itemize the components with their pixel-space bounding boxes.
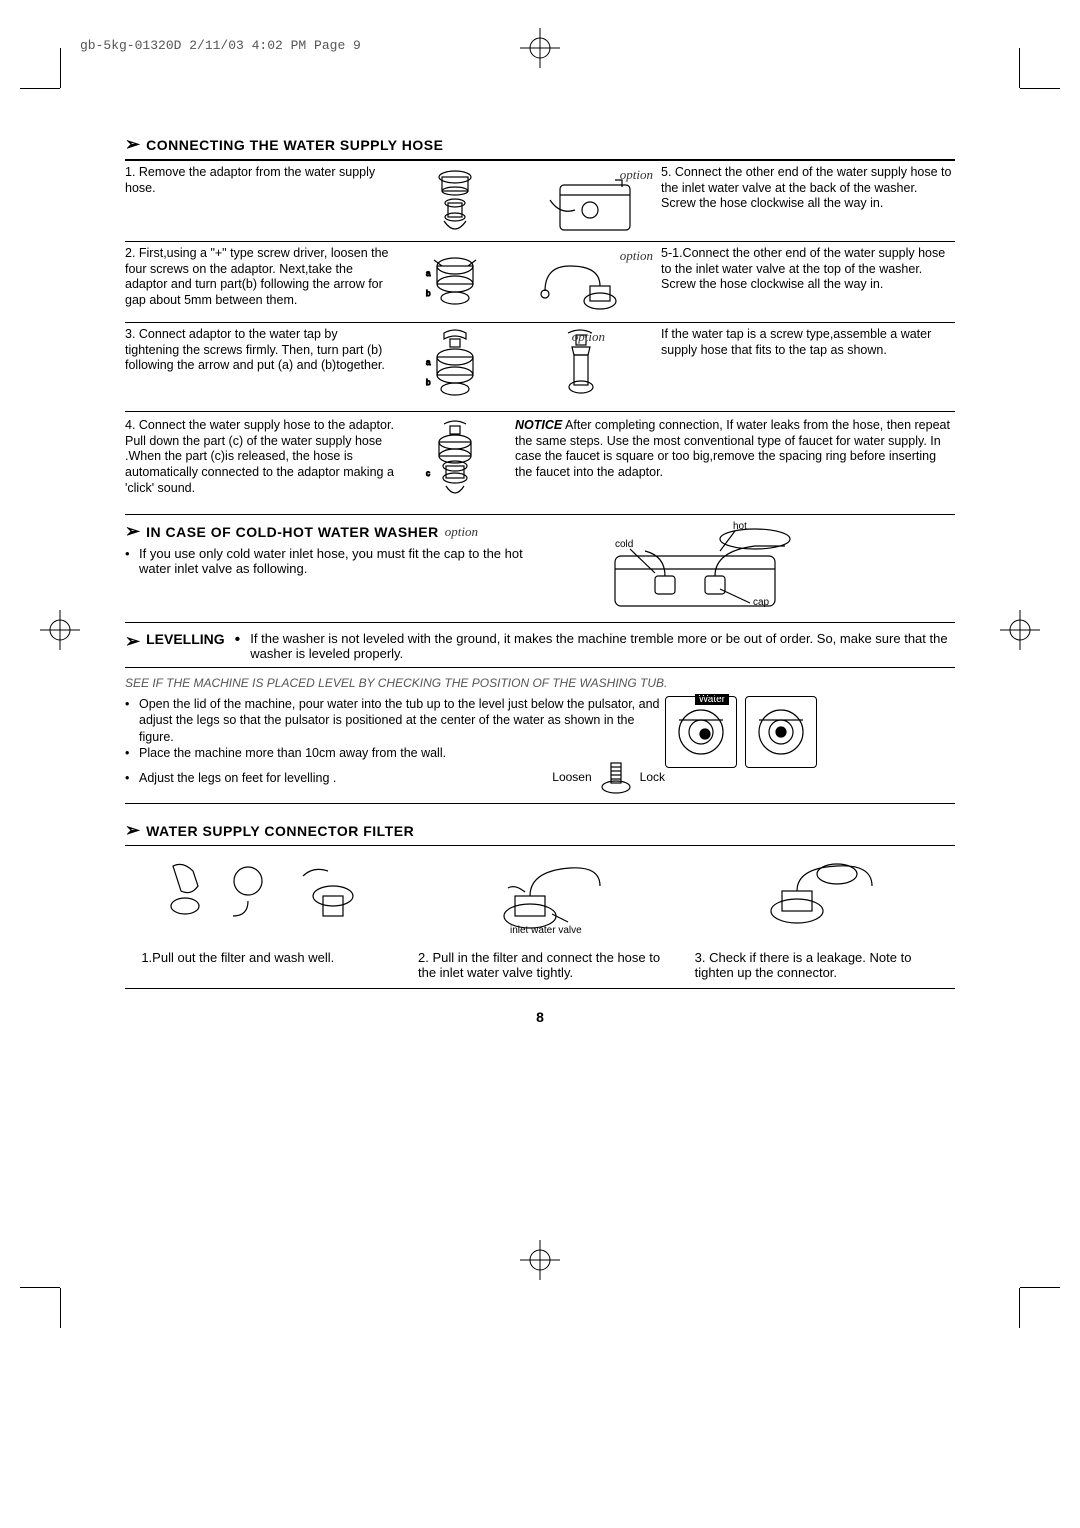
svg-text:b: b bbox=[426, 378, 431, 387]
option-label-4: option bbox=[445, 524, 478, 540]
svg-text:c: c bbox=[426, 469, 430, 478]
registration-mark-bottom bbox=[520, 1240, 560, 1280]
levelling-bullet-2: Place the machine more than 10cm away fr… bbox=[125, 745, 665, 761]
leg-screw-icon bbox=[598, 761, 634, 795]
step-4-text: 4. Connect the water supply hose to the … bbox=[125, 418, 395, 508]
cap-label: cap bbox=[753, 597, 769, 608]
step-tap-figure: option bbox=[515, 327, 655, 407]
step-5-1-figure: option bbox=[515, 246, 655, 318]
registration-mark-right bbox=[1000, 610, 1040, 650]
notice-label: NOTICE bbox=[515, 418, 562, 432]
adaptor-screw-icon: ab bbox=[424, 246, 486, 318]
registration-mark-left bbox=[40, 610, 80, 650]
coldhot-figure: cold hot cap bbox=[555, 521, 955, 616]
svg-text:a: a bbox=[426, 358, 431, 367]
adaptor-icon bbox=[424, 165, 486, 237]
page-number: 8 bbox=[125, 1009, 955, 1025]
levelling-figures: Water bbox=[665, 696, 955, 795]
section-coldhot: ➢ IN CASE OF COLD-HOT WATER WASHER optio… bbox=[125, 515, 955, 623]
filter-figure-1 bbox=[133, 856, 393, 936]
levelling-title: LEVELLING bbox=[146, 631, 225, 647]
hose-row-1: 1. Remove the adaptor from the water sup… bbox=[125, 161, 955, 242]
washer-correct-icon bbox=[745, 696, 817, 768]
hose-row-4: 4. Connect the water supply hose to the … bbox=[125, 412, 955, 515]
option-label-1: option bbox=[620, 167, 653, 183]
filter-caption-2: 2. Pull in the filter and connect the ho… bbox=[410, 950, 670, 980]
filter-figure-2: inlet water valve bbox=[410, 856, 670, 936]
hot-label: hot bbox=[733, 521, 747, 532]
hose-row-2: 2. First,using a "+" type screw driver, … bbox=[125, 242, 955, 323]
step-tap-text: If the water tap is a screw type,assembl… bbox=[655, 327, 955, 407]
loosen-label: Loosen bbox=[552, 770, 597, 786]
lock-label: Lock bbox=[634, 770, 665, 786]
coldhot-text: If you use only cold water inlet hose, y… bbox=[125, 542, 555, 580]
step-5-text: 5. Connect the other end of the water su… bbox=[655, 165, 955, 237]
chevron-icon: ➢ bbox=[125, 820, 140, 841]
cold-label: cold bbox=[615, 539, 633, 550]
levelling-bullet-3: Adjust the legs on feet for levelling . bbox=[125, 770, 552, 786]
hose-click-icon: c bbox=[424, 418, 486, 508]
step-5-1-text: 5-1.Connect the other end of the water s… bbox=[655, 246, 955, 318]
chevron-icon: ➢ bbox=[125, 631, 140, 652]
step-1-text: 1. Remove the adaptor from the water sup… bbox=[125, 165, 395, 237]
svg-text:a: a bbox=[426, 269, 431, 278]
step-2-text: 2. First,using a "+" type screw driver, … bbox=[125, 246, 395, 318]
tap-adaptor-icon: ab bbox=[424, 327, 486, 407]
filter-caption-1: 1.Pull out the filter and wash well. bbox=[133, 950, 393, 980]
washer-wrong-icon bbox=[665, 696, 737, 768]
section-levelling: ➢ LEVELLING • If the washer is not level… bbox=[125, 623, 955, 804]
hose-row-3: 3. Connect adaptor to the water tap by t… bbox=[125, 323, 955, 412]
option-label-3: option bbox=[572, 329, 605, 345]
notice-block: NOTICE After completing connection, If w… bbox=[515, 418, 955, 508]
section-filter: ➢ WATER SUPPLY CONNECTOR FILTER inlet wa… bbox=[125, 816, 955, 989]
section-coldhot-title: IN CASE OF COLD-HOT WATER WASHER bbox=[146, 524, 439, 540]
section-hose-title: CONNECTING THE WATER SUPPLY HOSE bbox=[146, 137, 443, 153]
section-hose-header: ➢ CONNECTING THE WATER SUPPLY HOSE bbox=[125, 130, 955, 161]
page-content: ➢ CONNECTING THE WATER SUPPLY HOSE 1. Re… bbox=[125, 130, 955, 1025]
chevron-icon: ➢ bbox=[125, 134, 140, 155]
section-filter-title: WATER SUPPLY CONNECTOR FILTER bbox=[146, 823, 414, 839]
filter-caption-3: 3. Check if there is a leakage. Note to … bbox=[687, 950, 947, 980]
notice-text: After completing connection, If water le… bbox=[515, 418, 950, 479]
step-2-figure: ab bbox=[395, 246, 515, 318]
levelling-subtitle: SEE IF THE MACHINE IS PLACED LEVEL BY CH… bbox=[125, 676, 955, 690]
step-5-figure: option bbox=[515, 165, 655, 237]
filter-figure-3 bbox=[687, 856, 947, 936]
levelling-bullet-1: Open the lid of the machine, pour water … bbox=[125, 696, 665, 745]
svg-text:b: b bbox=[426, 289, 431, 298]
step-3-text: 3. Connect adaptor to the water tap by t… bbox=[125, 327, 395, 407]
option-label-2: option bbox=[620, 248, 653, 264]
print-header: gb-5kg-01320D 2/11/03 4:02 PM Page 9 bbox=[80, 38, 361, 53]
levelling-text: If the washer is not leveled with the gr… bbox=[250, 631, 955, 661]
inlet-valve-label: inlet water valve bbox=[510, 925, 582, 936]
chevron-icon: ➢ bbox=[125, 521, 140, 542]
step-3-figure: ab bbox=[395, 327, 515, 407]
step-4-figure: c bbox=[395, 418, 515, 508]
registration-mark-top bbox=[520, 28, 560, 68]
step-1-figure bbox=[395, 165, 515, 237]
